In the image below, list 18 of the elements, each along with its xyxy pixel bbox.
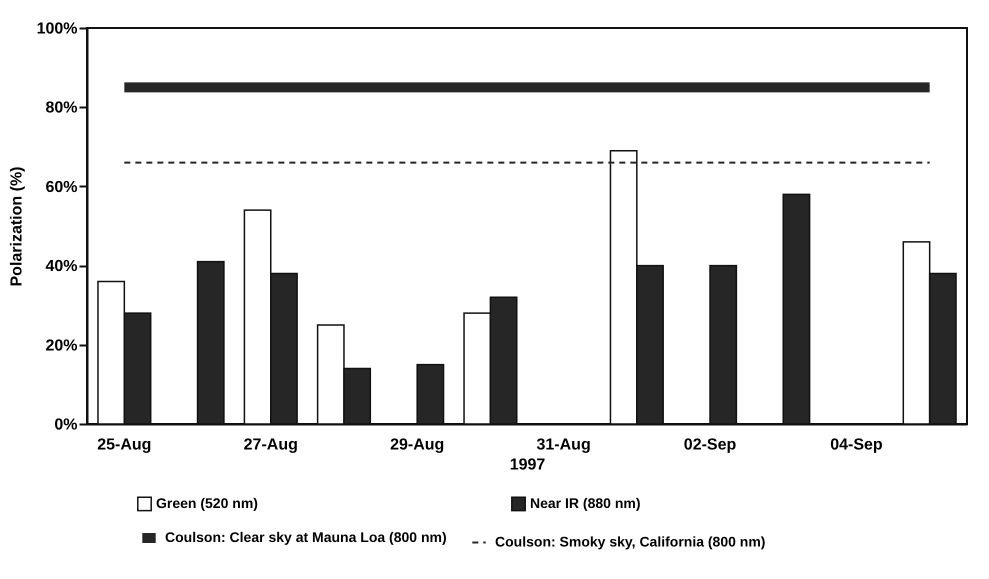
y-tick-label: 100%: [36, 20, 78, 38]
x-tick-label: 29-Aug: [390, 436, 444, 454]
y-tick-label: 0%: [54, 416, 78, 434]
y-tick-label: 20%: [45, 337, 78, 354]
y-tick-label: 60%: [45, 178, 78, 196]
legend-label: Near IR (880 nm): [530, 494, 640, 511]
legend-label: Coulson: Smoky sky, California (800 nm): [495, 534, 766, 550]
legend-label: Coulson: Clear sky at Mauna Loa (800 nm): [165, 529, 447, 545]
x-tick-label: 31-Aug: [536, 436, 591, 454]
x-tick-label: 25-Aug: [97, 436, 152, 454]
y-tick-label: 80%: [45, 100, 78, 117]
x-axis-title: 1997: [510, 456, 546, 474]
x-tick-label: 02-Sep: [684, 436, 736, 454]
legend-label: Green (520 nm): [156, 494, 258, 511]
x-tick-label: 04-Sep: [830, 436, 883, 454]
x-tick-label: 27-Aug: [244, 436, 298, 454]
y-tick-label: 40%: [45, 258, 78, 276]
y-axis-title: Polarization (%): [8, 166, 26, 287]
